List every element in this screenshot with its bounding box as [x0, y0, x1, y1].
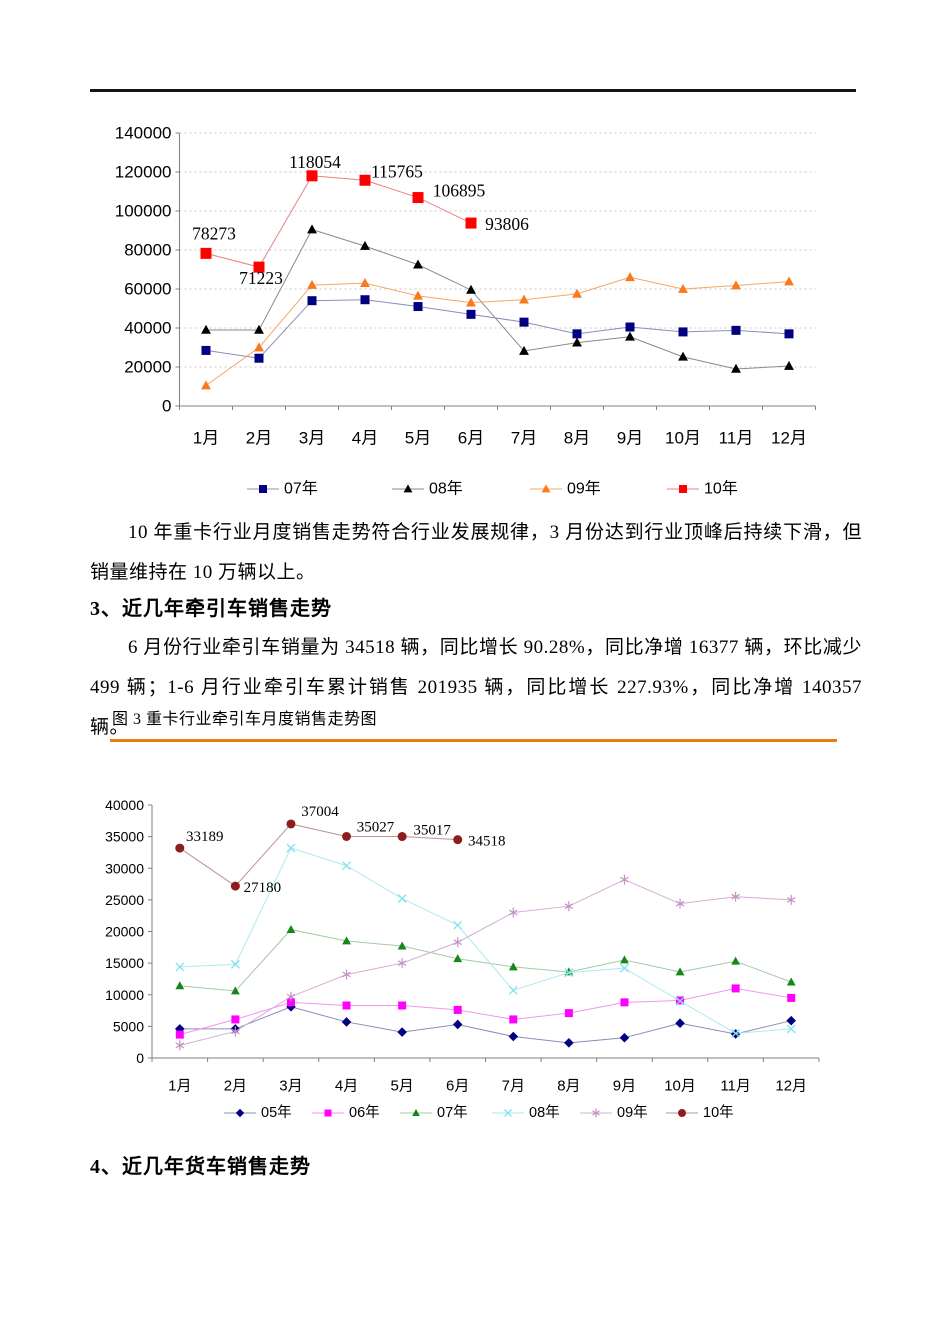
x-tick-label: 8月 [557, 1078, 580, 1095]
y-tick-label: 20000 [105, 924, 144, 940]
x-tick-label: 11月 [720, 1078, 751, 1095]
x-tick-label: 6月 [446, 1078, 469, 1095]
x-tick-label: 7月 [511, 429, 537, 448]
data-labels-10年: 78273 71223 118054 115765 106895 93806 [192, 152, 529, 288]
data-label: 37004 [301, 804, 339, 820]
x-tick-label: 5月 [405, 429, 431, 448]
x-tick-label: 8月 [564, 429, 590, 448]
data-label: 35017 [413, 823, 451, 839]
series-08年 [201, 224, 794, 373]
x-tick-label: 5月 [390, 1078, 413, 1095]
legend-label: 10年 [704, 480, 738, 498]
legend-label: 08年 [429, 480, 463, 498]
series-07年 [201, 295, 794, 363]
data-label: 93806 [485, 214, 529, 234]
x-tick-label: 1月 [168, 1078, 191, 1095]
y-tick-label: 40000 [124, 319, 171, 338]
paragraph-tractor-sales: 6 月份行业牵引车销量为 34518 辆，同比增长 90.28%，同比净增 16… [90, 637, 862, 738]
legend-label: 07年 [437, 1104, 468, 1121]
data-label: 34518 [468, 834, 506, 850]
legend-label: 07年 [284, 480, 318, 498]
legend-label: 10年 [703, 1104, 734, 1121]
y-tick-label: 40000 [105, 797, 144, 813]
legend-label: 09年 [567, 480, 601, 498]
figure-divider-rule [110, 739, 837, 742]
data-label: 33189 [186, 829, 224, 845]
paragraph-heavy-truck-trend: 10 年重卡行业月度销售走势符合行业发展规律，3 月份达到行业顶峰后持续下滑，但… [90, 522, 862, 583]
y-tick-label: 0 [162, 397, 171, 416]
heading-section-3: 3、近几年牵引车销售走势 [90, 598, 332, 620]
x-tick-label: 9月 [613, 1078, 636, 1095]
x-tick-label: 12月 [771, 429, 807, 448]
x-tick-label: 9月 [617, 429, 643, 448]
axis-group: 0 20000 40000 60000 80000 100000 120000 140000 1… [115, 124, 816, 448]
legend-label: 05年 [261, 1104, 292, 1121]
legend-label: 06年 [349, 1104, 380, 1121]
y-tick-label: 5000 [113, 1018, 144, 1034]
axis-group: 0 5000 10000 15000 20000 25000 30000 35000 40000… [105, 797, 820, 1095]
x-tick-label: 10月 [664, 1078, 696, 1095]
x-tick-label: 11月 [719, 429, 754, 448]
data-label: 78273 [192, 223, 236, 243]
y-tick-label: 25000 [105, 892, 144, 908]
legend-label: 08年 [529, 1104, 560, 1121]
x-tick-label: 7月 [502, 1078, 525, 1095]
series-05年 [174, 1001, 797, 1048]
y-tick-label: 20000 [124, 358, 171, 377]
y-tick-label: 35000 [105, 829, 144, 845]
series-10年 [175, 819, 463, 891]
x-tick-label: 1月 [193, 429, 219, 448]
series-10年 [200, 170, 477, 273]
legend: 07年 08年 09年 10年 [247, 480, 738, 498]
y-tick-label: 0 [136, 1050, 144, 1066]
y-tick-label: 140000 [115, 124, 172, 143]
series-09年 [175, 874, 796, 1051]
x-tick-label: 3月 [299, 429, 325, 448]
legend: 05年 06年 07年 08年 09年 10年 [224, 1104, 734, 1121]
y-tick-label: 30000 [105, 860, 144, 876]
header-rule [90, 89, 856, 92]
y-tick-label: 15000 [105, 955, 144, 971]
data-label: 71223 [239, 268, 283, 288]
y-tick-label: 10000 [105, 987, 144, 1003]
x-tick-label: 4月 [352, 429, 378, 448]
data-label: 106895 [433, 181, 486, 201]
x-tick-label: 2月 [246, 429, 272, 448]
series-07年 [175, 925, 796, 995]
data-label: 118054 [289, 152, 341, 172]
legend-label: 09年 [617, 1104, 648, 1121]
series-09年 [201, 272, 794, 390]
y-tick-label: 120000 [115, 163, 172, 182]
chart-tractor-monthly-sales: 0 5000 10000 15000 20000 25000 30000 35000 40000… [105, 797, 820, 1121]
x-tick-label: 10月 [665, 429, 701, 448]
x-tick-label: 3月 [279, 1078, 302, 1095]
x-tick-label: 2月 [224, 1078, 247, 1095]
data-label: 27180 [244, 880, 282, 896]
x-tick-label: 6月 [458, 429, 484, 448]
y-tick-label: 80000 [124, 241, 171, 260]
chart-heavy-truck-monthly-sales: 0 20000 40000 60000 80000 100000 120000 140000 1… [115, 124, 816, 498]
data-labels-10年: 33189 27180 37004 35027 35017 34518 [186, 804, 505, 896]
data-label: 115765 [371, 161, 423, 181]
data-label: 35027 [357, 819, 395, 835]
x-tick-label: 4月 [335, 1078, 358, 1095]
y-tick-label: 60000 [124, 280, 171, 299]
y-tick-label: 100000 [115, 202, 172, 221]
heading-section-4: 4、近几年货车销售走势 [90, 1156, 311, 1178]
x-tick-label: 12月 [775, 1078, 807, 1095]
series-08年 [175, 843, 796, 1038]
figure-3-caption: 图 3 重卡行业牵引车月度销售走势图 [112, 711, 378, 728]
